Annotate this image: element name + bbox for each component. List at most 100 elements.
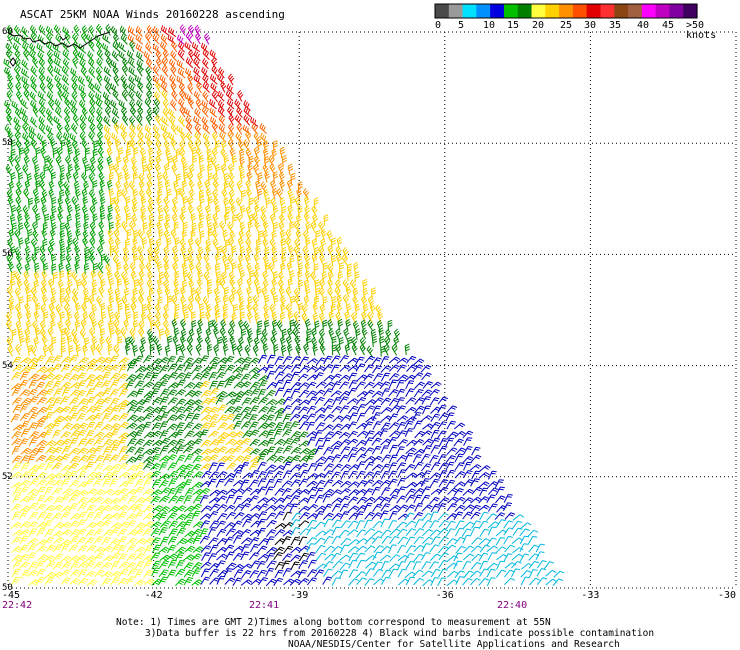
wind-barb [282,461,292,471]
wind-barb [372,551,382,561]
wind-barb [305,335,312,348]
wind-barb [95,344,103,356]
wind-barb [107,270,113,282]
wind-barb [227,327,234,340]
wind-barb [232,303,239,316]
wind-barb [364,399,377,406]
wind-barb [192,535,202,545]
wind-barb [88,40,95,52]
wind-barb [304,253,311,266]
wind-barb [88,327,96,340]
wind-barb [201,106,209,118]
wind-barb [118,364,128,374]
wind-barb [248,421,259,430]
wind-barb [30,75,37,87]
wind-barb [8,180,15,193]
wind-barb [438,479,449,488]
wind-barb [224,406,236,414]
wind-barb [241,570,252,579]
wind-barb [109,388,120,398]
wind-barb [224,375,237,382]
wind-barb [142,421,152,431]
wind-barb [331,405,342,414]
wind-barb [215,560,226,569]
wind-barb [347,336,353,349]
wind-barb [115,180,122,193]
wind-barb [30,238,38,250]
wind-barb [240,551,250,561]
wind-barb [404,553,415,562]
wind-barb [322,364,334,372]
wind-barb [29,42,37,54]
wind-barb [134,438,145,447]
wind-barb [495,546,507,554]
wind-barb [84,537,96,545]
wind-barb [217,432,229,439]
wind-barb [69,354,79,364]
wind-barb [428,561,439,570]
wind-barb [463,570,474,579]
wind-barb [355,381,366,390]
wind-barb [380,345,386,357]
wind-barb [250,578,262,586]
wind-barb [89,156,97,169]
wind-barb [380,445,390,455]
wind-barb [356,404,367,413]
wind-barb [53,66,62,77]
wind-barb [129,138,136,151]
wind-barb [257,511,268,520]
wind-barb [455,576,465,585]
wind-barb [10,204,17,217]
wind-barb [133,416,146,423]
wind-barb [543,561,555,570]
wind-barb [420,494,431,504]
wind-barb [289,578,301,586]
wind-barb [135,462,145,472]
wind-barb [364,568,375,577]
wind-barb [50,295,57,308]
wind-barb [172,205,179,217]
wind-barb [323,355,333,365]
wind-barb [387,319,393,331]
wind-barb [159,365,170,374]
wind-barb [63,107,71,119]
wind-barb [152,336,160,348]
wind-barb [463,461,472,471]
wind-barb [27,454,36,464]
wind-barb [188,262,195,274]
wind-barb [191,481,204,489]
wind-barb [140,147,147,160]
wind-barb [341,253,348,266]
wind-barb [447,487,459,496]
wind-barb [28,464,40,472]
wind-barb [397,536,408,545]
wind-barb [143,390,155,398]
wind-barb [102,438,113,447]
wind-barb [52,147,58,159]
wind-barb [375,304,382,317]
wind-barb [371,390,383,398]
wind-barb [201,397,212,406]
wind-barb [208,471,220,480]
wind-barb [147,203,154,216]
wind-barb [290,536,300,546]
wind-barb [344,343,351,356]
wind-barb [206,279,213,291]
wind-barb [118,521,130,529]
wind-barb [252,163,260,176]
wind-barb [191,510,201,520]
wind-barb [216,471,228,479]
wind-barb [83,287,90,300]
wind-barb [157,180,164,193]
wind-barb [305,237,311,249]
wind-barb [224,454,235,463]
wind-barb [227,254,234,267]
wind-barb [290,398,302,406]
wind-barb [248,155,254,167]
wind-barb [110,405,121,414]
wind-barb [108,320,114,332]
wind-barb [348,405,359,414]
wind-barb [265,421,277,429]
wind-barb [220,148,227,160]
